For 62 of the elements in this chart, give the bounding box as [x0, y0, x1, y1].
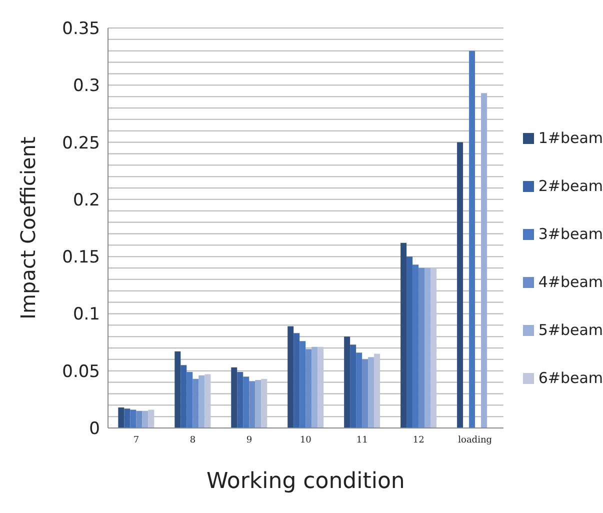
bar [136, 410, 142, 428]
bar [412, 264, 419, 428]
y-tick-label: 0.05 [62, 362, 100, 382]
bar [148, 410, 154, 428]
bar [457, 142, 464, 428]
bar [344, 336, 350, 428]
y-tick-label: 0.35 [62, 19, 100, 40]
bar [400, 242, 407, 428]
legend-label: 5#beam [538, 321, 603, 339]
bar [118, 407, 124, 428]
bar [124, 408, 130, 428]
bar [362, 359, 368, 428]
y-tick-label: 0.15 [62, 248, 100, 268]
bar [350, 344, 356, 428]
bar [174, 351, 181, 428]
bar [294, 333, 300, 428]
legend-label: 1#beam [538, 129, 603, 147]
bar [204, 374, 211, 428]
bar [142, 410, 148, 428]
bar [374, 354, 380, 428]
y-axis-title: Impact Coefficient [16, 136, 40, 320]
x-tick-label: 12 [412, 435, 424, 446]
x-tick-label: loading [458, 435, 492, 446]
bar [249, 381, 256, 428]
bar [180, 365, 187, 428]
y-tick-label: 0.2 [72, 190, 100, 210]
bar [261, 378, 268, 428]
y-tick-label: 0.25 [62, 133, 100, 154]
bar [186, 372, 193, 428]
bar [424, 268, 431, 428]
bar [300, 341, 306, 428]
x-tick-label: 8 [190, 435, 196, 446]
y-tick-label: 0.1 [72, 304, 100, 325]
bar [318, 346, 324, 428]
x-axis-title: Working condition [206, 469, 405, 494]
bar [481, 93, 488, 428]
x-tick-label: 10 [300, 435, 312, 446]
y-tick-label: 0 [89, 419, 100, 440]
bar [306, 349, 312, 428]
bar [469, 50, 476, 428]
bar [192, 378, 199, 428]
bar [243, 376, 250, 428]
x-tick-label: 11 [356, 435, 368, 446]
bar [406, 256, 413, 428]
bar [288, 326, 294, 428]
bar [312, 346, 318, 428]
bar [130, 410, 136, 428]
y-tick-label: 0.3 [72, 76, 100, 96]
x-tick-label: 7 [133, 435, 140, 446]
bar [231, 367, 238, 428]
bar [255, 380, 262, 428]
bar [368, 357, 374, 428]
bar [237, 372, 244, 428]
bar [430, 268, 437, 428]
legend-label: 3#beam [538, 225, 603, 243]
bar [198, 375, 205, 428]
legend-label: 6#beam [538, 369, 603, 387]
bar [356, 352, 362, 428]
legend-label: 4#beam [538, 273, 603, 291]
x-tick-label: 9 [246, 435, 252, 446]
bar [418, 268, 425, 428]
legend-label: 2#beam [538, 177, 603, 195]
